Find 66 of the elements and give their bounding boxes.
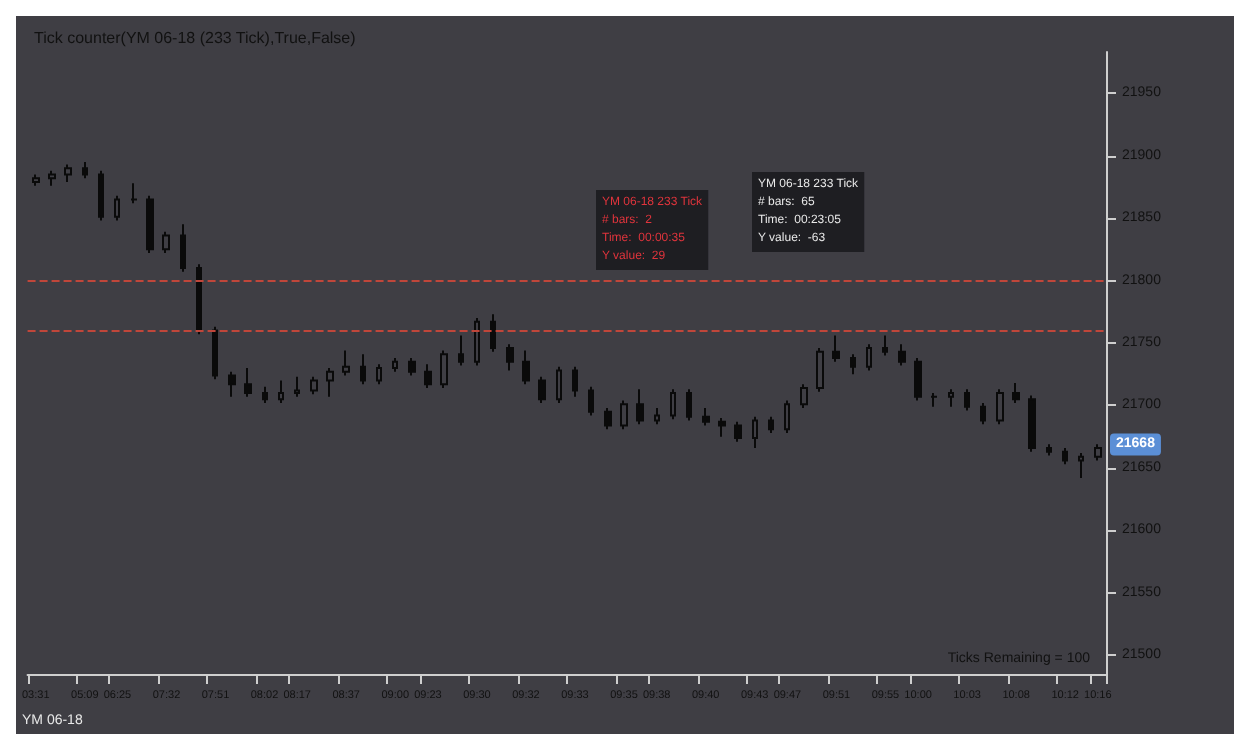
candlestick	[440, 349, 448, 389]
candlestick	[572, 365, 578, 398]
candlestick	[752, 415, 758, 449]
candlestick	[556, 365, 562, 404]
candlestick	[1028, 394, 1036, 453]
candlestick	[768, 415, 774, 434]
candlestick	[1062, 446, 1068, 466]
candlestick	[882, 334, 888, 357]
candlestick	[490, 313, 496, 353]
candlestick	[734, 420, 742, 443]
candlestick	[654, 406, 660, 426]
candlestick	[996, 388, 1004, 426]
candlestick	[212, 325, 218, 381]
candlestick	[32, 173, 40, 187]
candlestick	[342, 349, 350, 377]
candlestick	[686, 388, 692, 422]
candlestick	[196, 263, 202, 336]
candlestick	[82, 160, 88, 180]
candlestick	[702, 406, 710, 427]
candlestick	[1046, 443, 1052, 457]
candlestick	[1012, 381, 1020, 404]
candlestick	[832, 334, 840, 363]
candlestick	[180, 223, 186, 273]
candlestick	[98, 169, 104, 222]
candlestick	[1078, 451, 1084, 479]
candlestick	[408, 357, 416, 377]
candlestick	[980, 401, 986, 426]
candlestick	[588, 385, 594, 417]
candlestick	[360, 353, 366, 386]
candlestick	[294, 375, 300, 398]
candlestick	[458, 334, 464, 367]
candlestick	[784, 399, 790, 434]
candlestick	[850, 353, 856, 376]
candlestick	[670, 388, 676, 421]
candlestick	[636, 388, 644, 426]
candlestick	[816, 347, 824, 393]
candlestick	[162, 230, 170, 255]
candlestick	[146, 194, 154, 255]
candlestick	[522, 349, 530, 386]
candlestick	[244, 367, 252, 398]
candlestick	[376, 363, 382, 386]
candlestick	[914, 357, 922, 402]
candlestick	[392, 357, 398, 373]
candlestick	[262, 385, 268, 404]
candlestick	[948, 388, 954, 408]
candlestick	[1094, 443, 1102, 462]
candlestick	[604, 406, 612, 431]
candlestick	[278, 379, 284, 404]
candlestick	[930, 391, 938, 408]
candlestick	[474, 317, 480, 367]
candlestick	[506, 343, 514, 372]
candlestick	[866, 343, 872, 372]
candlestick	[964, 388, 970, 412]
candlestick	[326, 367, 334, 398]
candlestick	[424, 363, 432, 389]
candlestick	[898, 343, 906, 367]
candlestick	[310, 375, 318, 396]
candlestick	[130, 182, 138, 205]
candlestick	[64, 163, 72, 183]
candlestick	[114, 194, 120, 222]
candlestick	[718, 416, 726, 438]
candlestick	[228, 370, 236, 398]
candlestick	[800, 383, 808, 409]
candlestick	[620, 399, 628, 431]
candlestick	[48, 169, 56, 187]
candlestick	[538, 375, 546, 404]
